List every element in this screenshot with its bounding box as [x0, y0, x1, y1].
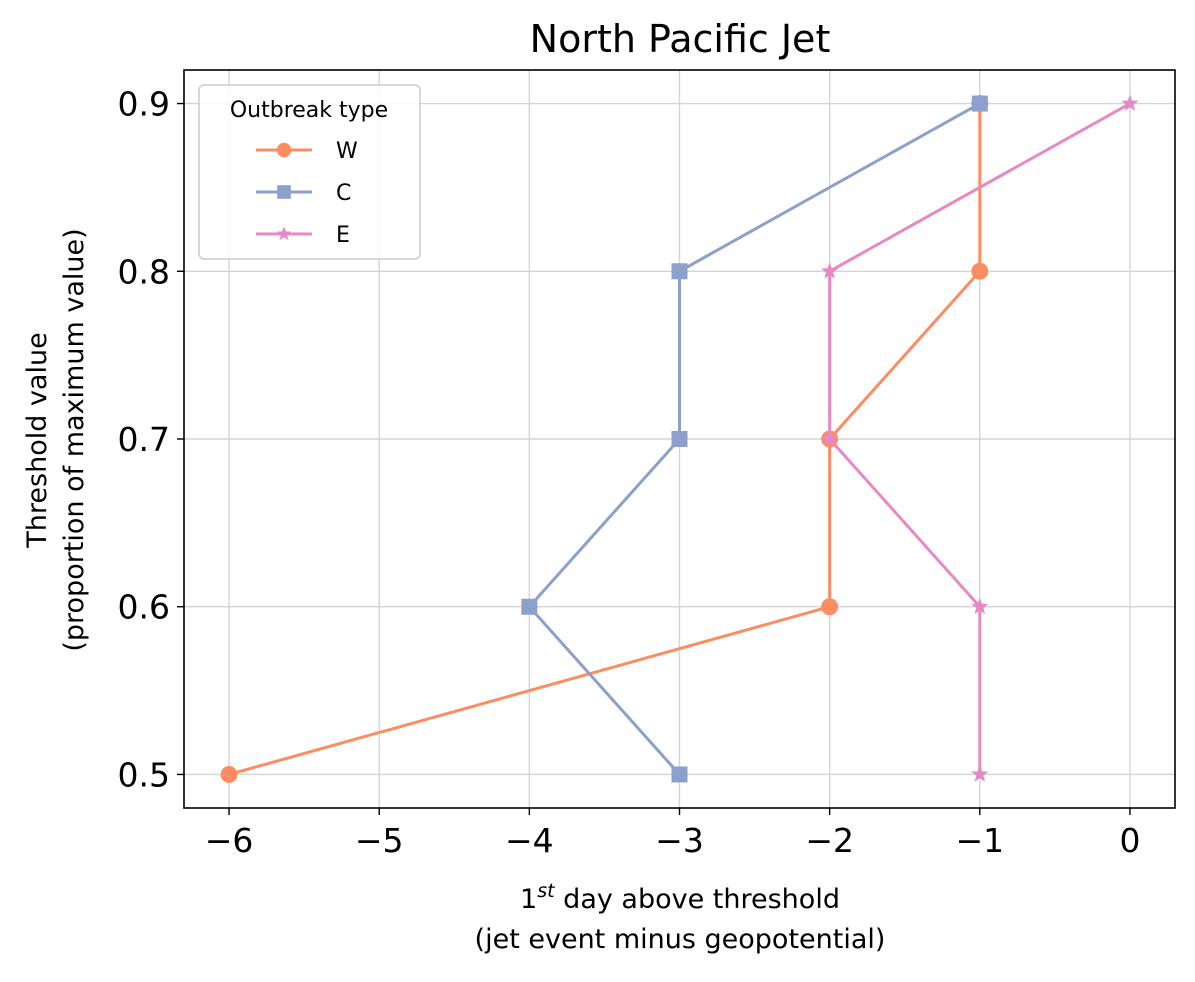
- legend: Outbreak type WCE: [198, 84, 421, 260]
- x-tick-label: −5: [355, 821, 404, 860]
- x-tick-label: −4: [505, 821, 554, 860]
- legend-entries: WCE: [256, 139, 358, 248]
- legend-title: Outbreak type: [230, 98, 388, 123]
- data-point-C: [671, 263, 688, 280]
- legend-box: [198, 84, 421, 260]
- x-tick-label: −3: [655, 821, 704, 860]
- data-point-C: [521, 598, 538, 615]
- y-tick-label: 0.9: [118, 85, 170, 124]
- data-point-W: [971, 262, 989, 280]
- legend-label-E: E: [336, 223, 350, 248]
- y-tick-label: 0.8: [118, 252, 170, 291]
- series-layer: [220, 94, 1139, 783]
- y-tick-label: 0.7: [118, 420, 170, 459]
- y-tick-label: 0.6: [118, 588, 170, 627]
- data-point-C: [671, 431, 688, 447]
- y-axis-label: Threshold value: [22, 332, 53, 548]
- x-axis-label-prefix: 1: [520, 884, 537, 915]
- data-point-W: [821, 598, 839, 616]
- data-point-E: [821, 430, 839, 447]
- data-point-E: [1121, 94, 1139, 111]
- y-tick-label: 0.5: [118, 755, 170, 794]
- legend-entry-E: E: [256, 223, 350, 248]
- data-point-C: [971, 95, 988, 112]
- legend-entry-W: W: [256, 139, 358, 164]
- legend-label-C: C: [336, 181, 351, 206]
- data-point-E: [971, 597, 989, 615]
- data-point-W: [220, 765, 238, 783]
- legend-label-W: W: [336, 139, 358, 164]
- series-C: [521, 95, 988, 783]
- legend-entry-C: C: [256, 181, 351, 206]
- series-E: [821, 94, 1139, 782]
- data-point-E: [821, 262, 839, 279]
- y-axis-label-line2: (proportion of maximum value): [59, 228, 90, 651]
- legend-marker-C: [277, 185, 291, 199]
- ticks: −6 −5 −4 −3 −2 −1 0 0.5 0.6 0.7 0.8 0.9: [118, 85, 1141, 860]
- legend-marker-W: [276, 142, 292, 158]
- chart-title: North Pacific Jet: [530, 17, 831, 61]
- x-axis-label-line2: (jet event minus geopotential): [475, 924, 886, 955]
- legend-marker-E: [276, 226, 292, 241]
- x-tick-label: −2: [805, 821, 854, 860]
- x-tick-label: −1: [955, 821, 1004, 860]
- x-tick-label: 0: [1119, 821, 1140, 860]
- x-axis-label-suffix: day above threshold: [555, 884, 840, 915]
- data-point-C: [671, 766, 688, 783]
- x-axis-label: 1st day above threshold: [520, 880, 840, 915]
- data-point-E: [971, 765, 989, 782]
- x-axis-label-superscript: st: [537, 880, 556, 902]
- x-tick-label: −6: [205, 821, 254, 860]
